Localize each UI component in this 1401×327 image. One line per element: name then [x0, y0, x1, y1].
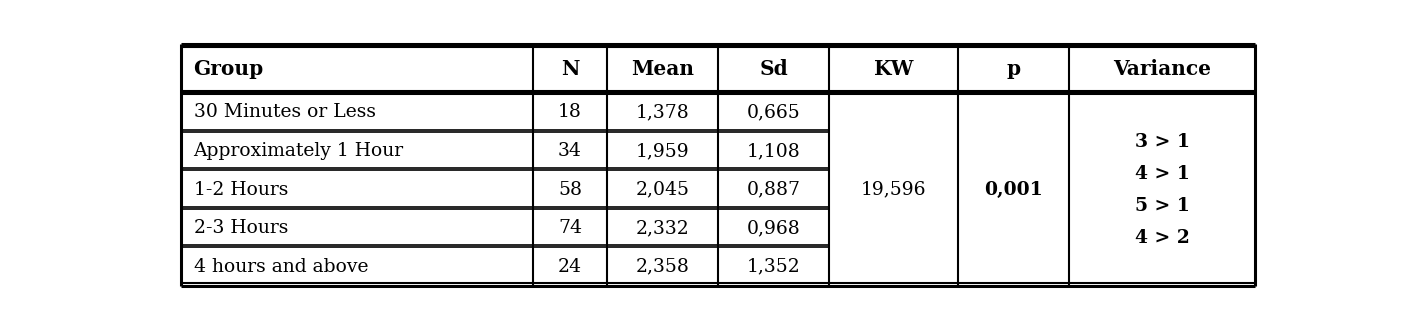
Text: 18: 18 — [558, 103, 581, 121]
Text: 19,596: 19,596 — [860, 181, 926, 198]
Text: 0,887: 0,887 — [747, 181, 800, 198]
Text: N: N — [560, 59, 579, 79]
Text: 2,332: 2,332 — [636, 219, 689, 237]
Text: 0,001: 0,001 — [985, 181, 1042, 198]
Text: 2,358: 2,358 — [636, 258, 689, 276]
Text: 24: 24 — [558, 258, 581, 276]
Text: 1,108: 1,108 — [747, 142, 800, 160]
Text: 2-3 Hours: 2-3 Hours — [193, 219, 289, 237]
Text: 1,959: 1,959 — [636, 142, 689, 160]
Text: 30 Minutes or Less: 30 Minutes or Less — [193, 103, 375, 121]
Text: Variance: Variance — [1114, 59, 1212, 79]
Text: 74: 74 — [558, 219, 581, 237]
Text: Sd: Sd — [759, 59, 787, 79]
Text: 0,665: 0,665 — [747, 103, 800, 121]
Text: 4 hours and above: 4 hours and above — [193, 258, 368, 276]
Text: Mean: Mean — [630, 59, 693, 79]
Text: 58: 58 — [558, 181, 581, 198]
Text: 2,045: 2,045 — [636, 181, 689, 198]
Text: Approximately 1 Hour: Approximately 1 Hour — [193, 142, 403, 160]
Text: 0,968: 0,968 — [747, 219, 800, 237]
Text: 3 > 1
4 > 1
5 > 1
4 > 2: 3 > 1 4 > 1 5 > 1 4 > 2 — [1135, 132, 1189, 247]
Text: 1,378: 1,378 — [636, 103, 689, 121]
Text: 1,352: 1,352 — [747, 258, 800, 276]
Text: p: p — [1006, 59, 1021, 79]
Text: 1-2 Hours: 1-2 Hours — [193, 181, 289, 198]
Text: KW: KW — [874, 59, 913, 79]
Text: 34: 34 — [558, 142, 581, 160]
Text: Group: Group — [193, 59, 263, 79]
